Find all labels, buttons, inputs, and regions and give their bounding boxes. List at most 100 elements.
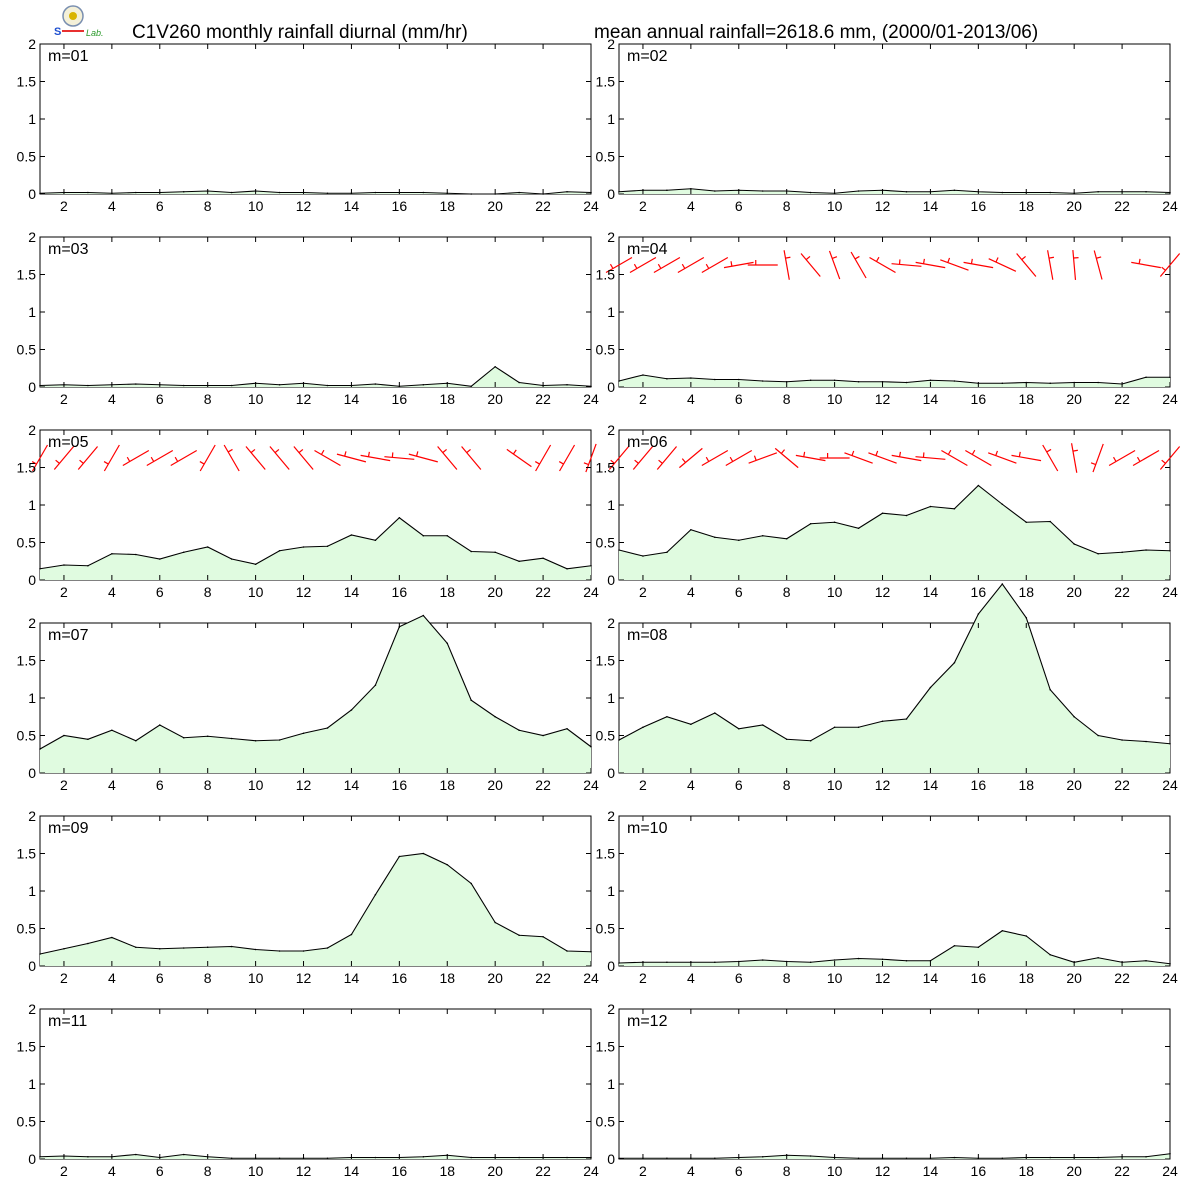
wind-barb-feather (658, 459, 663, 464)
data-point (158, 724, 161, 726)
y-tick-label: 1 (607, 690, 615, 706)
x-tick-label: 22 (1114, 1163, 1130, 1179)
data-point (761, 724, 764, 726)
data-point (618, 549, 620, 551)
x-tick-label: 8 (783, 584, 791, 600)
wind-barb-feather (681, 458, 686, 463)
logo: S Lab. (54, 5, 104, 38)
data-point (422, 614, 425, 617)
data-point (1121, 551, 1123, 554)
wind-barb-feather (199, 461, 205, 465)
wind-barb (199, 444, 216, 472)
data-point (135, 1153, 137, 1156)
data-point (326, 727, 329, 729)
data-point (470, 882, 473, 885)
data-point (809, 191, 812, 194)
plot-frame (618, 236, 1171, 388)
wind-barb (748, 452, 778, 464)
panel-m09: 00.511.522 4 6 8 10 12 14 16 18 20 22 24m=09 (17, 808, 599, 986)
data-point (63, 734, 65, 737)
wind-barb-feather (298, 448, 304, 454)
x-tick-label: 6 (156, 198, 164, 214)
data-point (422, 1155, 425, 1158)
data-point (761, 380, 764, 382)
x-tick-label: 8 (204, 970, 212, 986)
x-tick-label: 14 (344, 970, 360, 986)
x-tick-label: 12 (296, 1163, 312, 1179)
x-tick-label: 24 (1162, 1163, 1178, 1179)
data-point (326, 947, 329, 949)
x-tick-label: 6 (735, 391, 743, 407)
x-tick-label: 20 (487, 970, 503, 986)
wind-barb-feather (415, 451, 419, 457)
x-tick-label: 18 (439, 198, 455, 214)
y-tick-label: 2 (28, 229, 36, 245)
y-tick-label: 0.5 (17, 149, 37, 165)
data-point (111, 552, 113, 555)
x-tick-label: 2 (639, 584, 647, 600)
logo-text: Lab. (86, 28, 104, 38)
data-point (1001, 929, 1004, 932)
wind-barb (940, 259, 969, 271)
wind-barb (941, 449, 968, 467)
month-label: m=04 (627, 241, 668, 258)
wind-barb (1047, 250, 1054, 280)
data-point (518, 934, 520, 937)
panel-m06: 00.511.522 4 6 8 10 12 14 16 18 20 22 24m=06 (596, 422, 1181, 600)
x-tick-label: 16 (392, 391, 408, 407)
logo-swoosh: S (54, 26, 61, 38)
data-point (135, 553, 137, 556)
y-tick-label: 0 (28, 572, 36, 588)
wind-barb-feather (803, 451, 806, 457)
data-point (254, 739, 257, 742)
wind-barb (632, 446, 654, 470)
wind-barb (170, 449, 198, 467)
wind-barb-feather (851, 450, 855, 456)
data-point (1097, 956, 1099, 959)
x-tick-label: 24 (583, 391, 599, 407)
x-tick-label: 12 (296, 198, 312, 214)
data-point (905, 718, 908, 720)
data-point (905, 381, 908, 384)
data-point (833, 959, 836, 961)
data-point (566, 1156, 568, 1159)
x-tick-label: 16 (971, 777, 987, 793)
x-tick-label: 22 (535, 391, 551, 407)
data-point (1169, 742, 1171, 745)
x-tick-label: 12 (875, 777, 891, 793)
data-point (1097, 190, 1099, 193)
x-tick-label: 20 (487, 584, 503, 600)
x-tick-label: 14 (344, 391, 360, 407)
data-point (230, 737, 233, 740)
data-point (809, 1155, 812, 1157)
x-tick-label: 2 (60, 777, 68, 793)
data-point (518, 1156, 520, 1159)
wind-barb (1072, 250, 1077, 280)
data-point (63, 564, 65, 566)
data-point (87, 738, 89, 741)
wind-barb-feather (55, 459, 60, 464)
data-point (278, 191, 281, 194)
data-point (422, 852, 425, 855)
x-tick-label: 18 (439, 777, 455, 793)
wind-barb-feather (344, 451, 347, 457)
wind-barb (360, 454, 391, 462)
data-point (278, 383, 281, 386)
data-point (278, 1157, 281, 1160)
month-label: m=07 (48, 627, 89, 644)
data-point (761, 534, 764, 537)
data-point (953, 944, 956, 947)
wind-barb-feather (1090, 462, 1096, 466)
data-point (1025, 616, 1028, 619)
data-point (518, 729, 520, 732)
x-tick-label: 22 (535, 970, 551, 986)
rainfall-area (40, 191, 591, 194)
wind-barb (783, 250, 790, 280)
data-point (690, 528, 692, 531)
x-tick-label: 16 (392, 1163, 408, 1179)
y-tick-label: 1.5 (596, 460, 616, 476)
data-point (230, 945, 233, 948)
data-point (230, 558, 233, 560)
x-tick-label: 10 (827, 198, 843, 214)
data-point (1097, 734, 1099, 737)
